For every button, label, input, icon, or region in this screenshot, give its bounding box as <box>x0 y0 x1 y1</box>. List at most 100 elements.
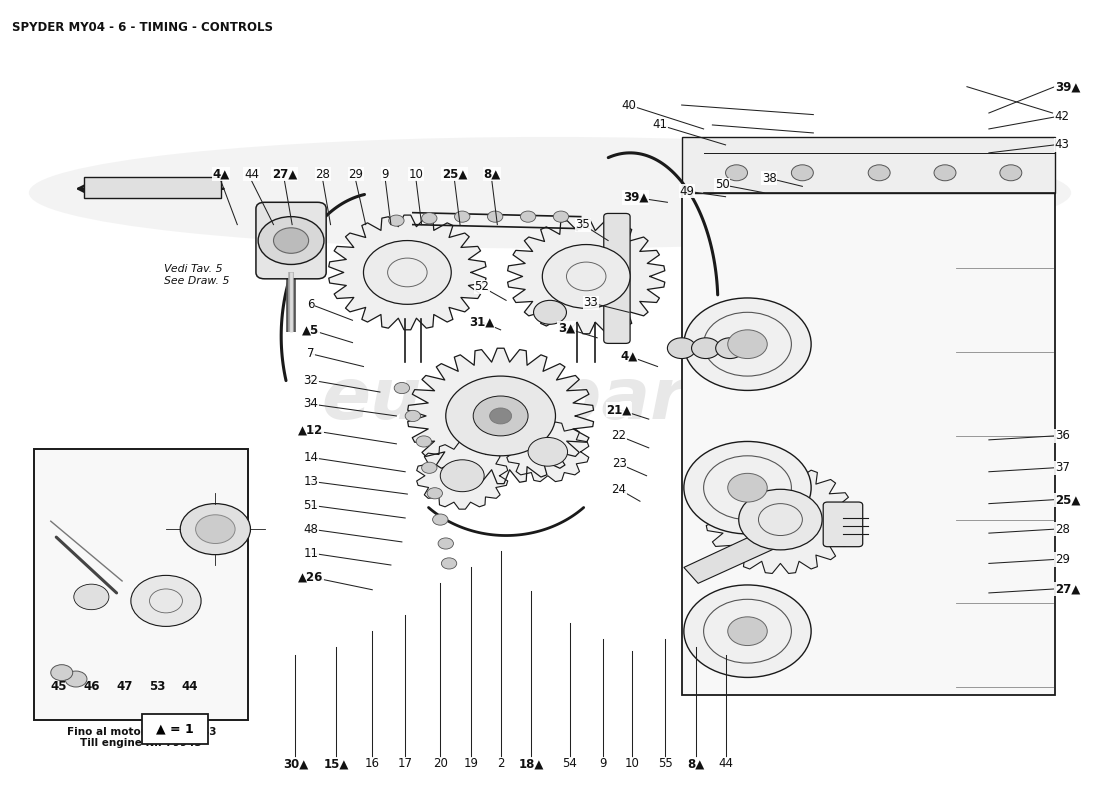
Text: Vedi Tav. 5
See Draw. 5: Vedi Tav. 5 See Draw. 5 <box>164 265 229 286</box>
Text: 27▲: 27▲ <box>1055 582 1080 595</box>
Text: 3▲: 3▲ <box>558 322 575 334</box>
Text: 24: 24 <box>612 482 627 496</box>
Text: 43: 43 <box>1055 138 1069 151</box>
Circle shape <box>529 402 544 414</box>
Circle shape <box>684 298 811 390</box>
Text: 46: 46 <box>84 681 100 694</box>
Text: 14: 14 <box>304 451 318 464</box>
Text: 55: 55 <box>658 757 672 770</box>
Circle shape <box>668 338 696 358</box>
Text: 39▲: 39▲ <box>623 191 648 204</box>
Text: 53: 53 <box>148 681 165 694</box>
Circle shape <box>515 382 530 394</box>
Text: 41: 41 <box>652 118 668 131</box>
Text: 37: 37 <box>1055 462 1069 474</box>
Text: 29: 29 <box>1055 553 1069 566</box>
Circle shape <box>728 617 768 646</box>
Circle shape <box>684 585 811 678</box>
Polygon shape <box>417 442 508 509</box>
Text: 50: 50 <box>715 178 729 191</box>
Text: 7: 7 <box>307 347 315 360</box>
Circle shape <box>65 671 87 687</box>
Circle shape <box>520 211 536 222</box>
Circle shape <box>74 584 109 610</box>
Text: 28: 28 <box>1055 522 1069 536</box>
Text: 17: 17 <box>398 757 412 770</box>
Polygon shape <box>706 466 855 574</box>
Polygon shape <box>682 137 1055 193</box>
Text: 25▲: 25▲ <box>442 168 468 181</box>
Circle shape <box>553 211 569 222</box>
Circle shape <box>446 376 556 456</box>
Text: 44: 44 <box>244 168 260 181</box>
FancyBboxPatch shape <box>604 214 630 343</box>
FancyBboxPatch shape <box>256 202 327 279</box>
Text: ▲ = 1: ▲ = 1 <box>156 722 194 736</box>
Circle shape <box>1000 165 1022 181</box>
Circle shape <box>692 338 720 358</box>
Circle shape <box>131 575 201 626</box>
Text: 15▲: 15▲ <box>323 757 349 770</box>
Polygon shape <box>684 527 785 583</box>
Circle shape <box>363 241 451 304</box>
Text: 8▲: 8▲ <box>483 168 500 181</box>
Circle shape <box>490 408 512 424</box>
Text: 8▲: 8▲ <box>688 757 705 770</box>
Text: 33: 33 <box>583 296 598 310</box>
Text: ▲12: ▲12 <box>298 424 323 437</box>
Circle shape <box>421 213 437 224</box>
Text: 49: 49 <box>680 185 695 198</box>
Text: 31▲: 31▲ <box>470 315 495 328</box>
Text: 22: 22 <box>612 430 627 442</box>
FancyBboxPatch shape <box>142 714 208 744</box>
Text: 10: 10 <box>409 168 424 181</box>
Text: 4▲: 4▲ <box>620 350 638 362</box>
Text: 32: 32 <box>304 374 318 386</box>
Circle shape <box>684 442 811 534</box>
Text: 20: 20 <box>432 757 448 770</box>
Polygon shape <box>329 215 486 330</box>
Text: 10: 10 <box>625 757 640 770</box>
Text: 36: 36 <box>1055 430 1069 442</box>
Polygon shape <box>408 348 594 484</box>
Text: 21▲: 21▲ <box>606 403 631 416</box>
Text: 45: 45 <box>51 681 67 694</box>
FancyBboxPatch shape <box>823 502 862 546</box>
Circle shape <box>432 514 448 525</box>
Circle shape <box>388 215 404 226</box>
Circle shape <box>528 438 568 466</box>
Text: 35: 35 <box>575 218 591 231</box>
Circle shape <box>726 165 748 181</box>
Text: 39▲: 39▲ <box>1055 80 1080 93</box>
Text: 28: 28 <box>316 168 330 181</box>
Circle shape <box>487 211 503 222</box>
Text: 29: 29 <box>349 168 363 181</box>
Text: 9: 9 <box>382 168 389 181</box>
Text: 19: 19 <box>463 757 478 770</box>
Circle shape <box>791 165 813 181</box>
FancyBboxPatch shape <box>34 450 249 721</box>
Circle shape <box>394 382 409 394</box>
Circle shape <box>440 460 484 492</box>
Circle shape <box>51 665 73 681</box>
Text: 44: 44 <box>718 757 733 770</box>
Polygon shape <box>84 177 221 198</box>
Text: 38: 38 <box>762 172 777 185</box>
Text: 48: 48 <box>304 522 318 536</box>
Polygon shape <box>102 554 229 647</box>
Text: ▲5: ▲5 <box>302 323 319 336</box>
Text: 11: 11 <box>304 546 318 559</box>
Text: ▲26: ▲26 <box>298 570 323 583</box>
Text: 27▲: 27▲ <box>272 168 297 181</box>
Circle shape <box>438 538 453 549</box>
Circle shape <box>868 165 890 181</box>
Text: 23: 23 <box>612 458 627 470</box>
Circle shape <box>405 410 420 422</box>
Text: SPYDER MY04 - 6 - TIMING - CONTROLS: SPYDER MY04 - 6 - TIMING - CONTROLS <box>12 22 274 34</box>
Text: 51: 51 <box>304 498 318 512</box>
Text: 52: 52 <box>474 280 490 294</box>
Polygon shape <box>507 422 588 482</box>
Polygon shape <box>507 219 664 334</box>
Circle shape <box>258 217 324 265</box>
Polygon shape <box>55 570 128 623</box>
